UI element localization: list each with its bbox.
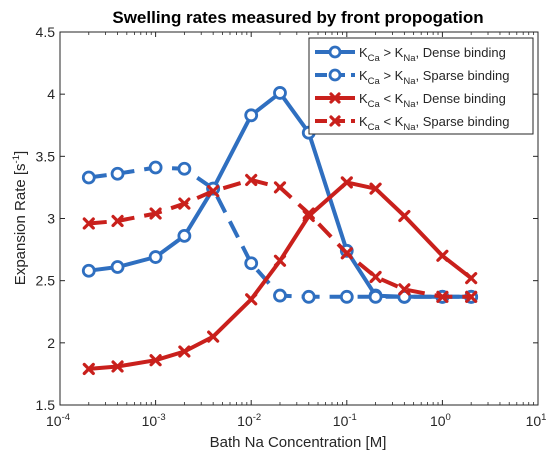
data-point [329,115,341,127]
data-point [369,182,382,195]
data-point [329,92,341,104]
y-tick-label: 2 [47,335,55,351]
data-point [328,45,342,59]
legend-entry: KCa > KNa, Dense binding [315,45,506,64]
data-point [339,289,354,304]
data-point [465,272,478,285]
data-point [110,260,125,274]
data-point [245,293,258,306]
y-tick-label: 3 [47,211,55,227]
data-point [436,249,449,262]
data-point [207,185,220,198]
data-point [82,217,95,230]
data-point [81,263,96,278]
data-point [82,362,95,376]
data-point [398,209,411,223]
y-tick-label: 3.5 [36,148,56,164]
data-point [273,288,287,303]
data-point [328,68,342,82]
y-tick-label: 4 [47,86,55,102]
data-point [465,290,478,303]
data-point [301,289,316,304]
y-axis: 1.5 2 2.5 3 3.5 4 4.5 [36,24,538,413]
data-point [244,256,259,271]
data-point [273,86,287,100]
legend-label: KCa < KNa, Sparse binding [359,114,509,133]
x-tick-label: 10-1 [333,412,357,429]
chart-title: Swelling rates measured by front propoga… [112,8,483,27]
legend-entry: KCa < KNa, Dense binding [315,91,506,110]
data-point [177,161,192,176]
data-point [244,108,259,123]
data-point [148,250,163,264]
data-point [148,160,163,175]
y-tick-label: 2.5 [36,273,56,289]
x-axis-label: Bath Na Concentration [M] [210,434,387,451]
data-point [149,354,162,367]
data-point [81,170,96,185]
data-point [149,207,162,220]
legend-label: KCa < KNa, Dense binding [359,91,506,110]
legend-label: KCa > KNa, Dense binding [359,45,506,64]
data-point [369,270,382,284]
series-line [88,180,473,371]
x-tick-label: 10-4 [46,412,70,429]
x-tick-label: 10-2 [237,412,261,429]
data-point [207,330,220,343]
data-point [398,283,411,296]
x-axis: 10-4 10-3 10-2 10-1 100 101 [46,32,546,429]
data-point [111,214,124,228]
data-point [302,207,315,220]
data-point [245,173,258,187]
y-axis-label: Expansion Rate [s-1] [11,151,29,285]
legend: KCa > KNa, Dense binding KCa > KNa, Spars… [308,37,534,135]
series-line [88,178,472,299]
x-tick-label: 100 [430,412,451,429]
data-point [340,247,353,260]
x-tick-label: 101 [526,412,547,429]
x-tick-label: 10-3 [142,412,166,429]
data-point [436,290,449,303]
y-tick-label: 4.5 [36,24,56,40]
series-4 [82,173,478,303]
y-tick-label: 1.5 [36,397,56,413]
data-point [178,197,191,210]
legend-entry: KCa > KNa, Sparse binding [315,68,509,87]
data-point [273,254,287,267]
data-point [368,289,383,304]
data-point [273,181,287,194]
legend-entry: KCa < KNa, Sparse binding [315,114,509,133]
legend-label: KCa > KNa, Sparse binding [359,68,509,87]
data-point [111,360,124,373]
data-point [110,166,125,181]
data-point [178,345,191,358]
data-point [340,176,353,189]
series-3 [82,176,478,376]
data-point [177,229,192,243]
